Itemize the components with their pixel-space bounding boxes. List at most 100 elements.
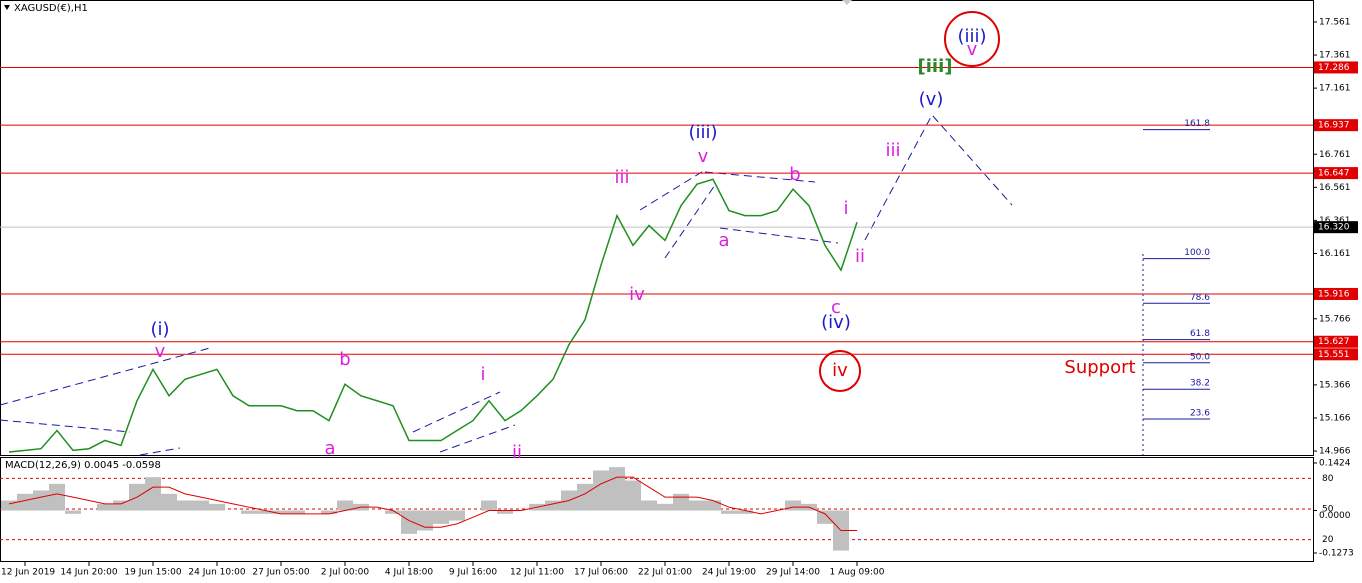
macd-bar	[241, 510, 257, 514]
fib-label: 23.6	[1190, 408, 1210, 418]
macd-bar	[673, 493, 689, 511]
macd-bar	[657, 503, 673, 511]
macd-bar	[257, 510, 273, 514]
wave-label: v	[155, 341, 166, 362]
macd-bar	[593, 470, 609, 511]
x-tick-label: 17 Jul 06:00	[574, 568, 628, 578]
macd-bar	[641, 500, 657, 511]
macd-bar	[161, 493, 177, 511]
macd-bar	[97, 503, 113, 511]
macd-bar	[609, 467, 625, 511]
y-tick-label: 14.966	[1319, 447, 1351, 457]
wave-label: b	[339, 349, 350, 370]
circle-mark	[944, 11, 1000, 67]
wave-label: ii	[512, 442, 522, 463]
level-label: 16.320	[1318, 223, 1350, 233]
wave-label: i	[480, 364, 485, 385]
fib-label: 38.2	[1190, 379, 1210, 389]
wave-label: iii	[614, 167, 629, 188]
y-tick-label: 0.0000	[1319, 511, 1351, 521]
level-label: 16.937	[1318, 121, 1350, 131]
level-label-box	[1314, 348, 1358, 361]
wave-label: iv	[629, 284, 645, 305]
wave-label: c	[831, 297, 841, 318]
level-label-box	[1314, 287, 1358, 300]
macd-bar	[1, 500, 17, 511]
y-tick-label: 16.361	[1319, 216, 1351, 226]
level-label-box	[1314, 221, 1358, 234]
x-tick-label: 12 Jul 11:00	[510, 568, 564, 578]
macd-bar	[449, 510, 465, 521]
macd-bar	[33, 490, 49, 511]
wave-label: ii	[855, 246, 865, 267]
macd-bar	[625, 480, 641, 511]
wave-label: v	[967, 39, 978, 60]
x-tick-label: 4 Jul 18:00	[385, 568, 434, 578]
macd-bar	[545, 500, 561, 511]
wave-label: iv	[832, 360, 848, 381]
wave-label: (iii)	[688, 122, 717, 143]
wave-label: Support	[1064, 357, 1135, 378]
wave-label: (i)	[150, 319, 169, 340]
fib-label: 161.8	[1184, 119, 1210, 129]
y2-tick-label: 20	[1322, 535, 1334, 545]
y-tick-label: 16.761	[1319, 150, 1351, 160]
wave-label: a	[324, 438, 335, 459]
y-tick-label: 15.366	[1319, 380, 1351, 390]
level-label-box	[1314, 61, 1358, 74]
macd-bar	[273, 510, 289, 514]
scroll-marker	[842, 0, 852, 5]
wave-label: a	[718, 230, 729, 251]
macd-bar	[193, 500, 209, 511]
x-tick-label: 24 Jun 10:00	[188, 568, 245, 578]
y2-tick-label: 50	[1322, 505, 1334, 515]
macd-bar	[145, 477, 161, 511]
macd-bar	[721, 510, 737, 514]
y-tick-label: 17.361	[1319, 51, 1351, 61]
y-tick-label: 0.1424	[1319, 459, 1351, 469]
macd-bar	[209, 503, 225, 511]
macd-bar	[497, 510, 513, 514]
macd-bar	[481, 500, 497, 511]
wave-label: iii	[885, 140, 900, 161]
macd-bar	[321, 510, 337, 514]
x-tick-label: 12 Jun 2019	[1, 568, 55, 578]
macd-bar	[433, 510, 449, 524]
fib-label: 61.8	[1190, 329, 1210, 339]
x-tick-label: 1 Aug 09:00	[830, 568, 885, 578]
level-label: 17.286	[1318, 63, 1350, 73]
chart-title: XAGUSD(€),H1	[14, 3, 88, 14]
macd-bar	[817, 510, 833, 524]
macd-bar	[177, 500, 193, 511]
macd-bar	[337, 500, 353, 511]
level-label-box	[1314, 167, 1358, 180]
fib-label: 78.6	[1190, 293, 1210, 303]
y-tick-label: 16.161	[1319, 249, 1351, 259]
y-tick-label: -0.1273	[1319, 548, 1354, 558]
wave-label: i	[843, 198, 848, 219]
wave-label: (iv)	[821, 312, 851, 333]
wave-label: (v)	[919, 89, 944, 110]
macd-bar	[65, 510, 81, 514]
level-label-box	[1314, 335, 1358, 348]
menu-arrow[interactable]	[4, 5, 10, 10]
macd-bar	[113, 500, 129, 511]
level-label: 15.627	[1318, 337, 1350, 347]
macd-bar	[737, 510, 753, 514]
wave-label: [iii]	[918, 56, 953, 77]
y-tick-label: 17.561	[1319, 17, 1351, 27]
x-tick-label: 24 Jul 19:00	[702, 568, 756, 578]
price-line	[8, 178, 858, 453]
y-tick-label: 15.166	[1319, 413, 1351, 423]
macd-bar	[17, 493, 33, 511]
level-label-box	[1314, 119, 1358, 132]
price-panel	[0, 0, 1314, 456]
macd-bar	[785, 500, 801, 511]
macd-bar	[577, 483, 593, 511]
macd-title: MACD(12,26,9) 0.0045 -0.0598	[5, 460, 161, 471]
fib-label: 100.0	[1184, 248, 1210, 258]
macd-bar	[705, 500, 721, 511]
x-tick-label: 27 Jun 05:00	[252, 568, 309, 578]
y-tick-label: 15.766	[1319, 314, 1351, 324]
signal-line	[8, 476, 857, 532]
